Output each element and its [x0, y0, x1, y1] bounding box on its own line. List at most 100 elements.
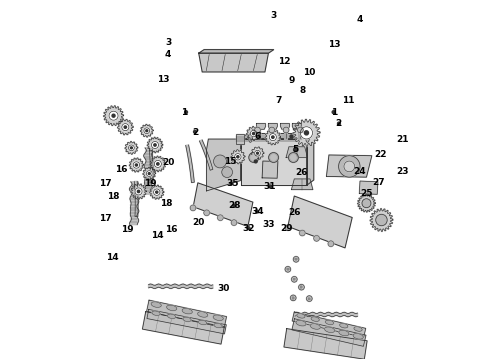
Polygon shape [359, 181, 378, 194]
Text: 26: 26 [295, 168, 308, 177]
Ellipse shape [354, 327, 362, 331]
Circle shape [252, 132, 255, 135]
Text: 34: 34 [251, 207, 264, 216]
Circle shape [128, 145, 134, 151]
Ellipse shape [183, 317, 191, 321]
Polygon shape [251, 147, 264, 159]
Polygon shape [129, 182, 139, 225]
Circle shape [332, 111, 335, 113]
Polygon shape [134, 181, 138, 216]
Text: 4: 4 [356, 15, 363, 24]
Ellipse shape [152, 311, 160, 315]
Text: 20: 20 [193, 218, 205, 227]
Circle shape [153, 189, 160, 195]
Polygon shape [358, 194, 375, 212]
Text: 14: 14 [151, 231, 164, 240]
Polygon shape [370, 208, 393, 231]
Polygon shape [269, 123, 277, 129]
Circle shape [237, 156, 239, 158]
Polygon shape [207, 139, 241, 191]
Circle shape [204, 210, 210, 216]
Ellipse shape [339, 330, 349, 336]
Circle shape [297, 127, 303, 133]
Text: 30: 30 [218, 284, 230, 293]
Polygon shape [193, 183, 253, 226]
Ellipse shape [297, 314, 305, 318]
Circle shape [362, 199, 371, 208]
Polygon shape [286, 147, 308, 157]
Polygon shape [292, 179, 313, 190]
Polygon shape [149, 185, 164, 199]
Ellipse shape [310, 324, 320, 329]
Circle shape [376, 215, 387, 225]
Polygon shape [143, 167, 156, 180]
Text: 3: 3 [270, 11, 277, 20]
Polygon shape [281, 123, 290, 129]
Circle shape [269, 185, 271, 188]
Text: 15: 15 [224, 157, 237, 166]
Circle shape [214, 155, 226, 168]
Ellipse shape [167, 305, 177, 311]
Circle shape [112, 114, 115, 117]
Text: 9: 9 [288, 76, 294, 85]
Circle shape [194, 130, 196, 133]
Circle shape [231, 220, 237, 225]
Circle shape [251, 155, 256, 160]
Polygon shape [199, 53, 269, 72]
Polygon shape [257, 123, 266, 129]
Polygon shape [199, 140, 213, 170]
Polygon shape [292, 312, 366, 337]
Circle shape [222, 167, 232, 177]
Ellipse shape [197, 312, 208, 317]
Polygon shape [147, 309, 226, 334]
Circle shape [137, 190, 140, 193]
Text: 32: 32 [243, 224, 255, 233]
Circle shape [291, 155, 296, 160]
Circle shape [146, 130, 147, 132]
Text: 16: 16 [166, 225, 178, 234]
Circle shape [230, 182, 233, 185]
Text: 21: 21 [396, 135, 409, 144]
Circle shape [154, 161, 161, 167]
Text: 16: 16 [116, 166, 128, 175]
Text: 35: 35 [226, 179, 239, 188]
Bar [252, 129, 260, 139]
Text: 14: 14 [106, 253, 119, 262]
Circle shape [339, 156, 360, 177]
Circle shape [271, 155, 276, 160]
Circle shape [255, 150, 260, 156]
Circle shape [283, 127, 289, 133]
Circle shape [135, 188, 142, 195]
Polygon shape [295, 312, 358, 317]
Polygon shape [246, 126, 261, 141]
Polygon shape [140, 124, 153, 137]
Circle shape [235, 154, 241, 160]
Circle shape [151, 141, 159, 149]
Ellipse shape [248, 134, 252, 142]
Ellipse shape [182, 309, 192, 314]
Ellipse shape [151, 302, 161, 307]
Circle shape [271, 136, 274, 138]
Circle shape [233, 204, 236, 207]
Circle shape [247, 227, 250, 230]
Circle shape [304, 131, 309, 135]
Circle shape [291, 295, 296, 301]
Ellipse shape [340, 323, 348, 328]
Circle shape [306, 296, 312, 301]
Text: 1: 1 [181, 108, 187, 117]
Circle shape [185, 111, 188, 113]
Polygon shape [231, 150, 245, 164]
Text: 10: 10 [303, 68, 316, 77]
Polygon shape [307, 134, 314, 185]
Circle shape [148, 172, 150, 175]
Ellipse shape [296, 320, 306, 326]
Polygon shape [326, 155, 372, 177]
Text: 3: 3 [165, 38, 172, 47]
Circle shape [290, 135, 293, 138]
Circle shape [255, 127, 260, 133]
Circle shape [328, 241, 334, 247]
Ellipse shape [214, 323, 222, 328]
Bar [236, 134, 244, 144]
Text: 22: 22 [374, 150, 387, 159]
Text: 6: 6 [254, 132, 261, 141]
